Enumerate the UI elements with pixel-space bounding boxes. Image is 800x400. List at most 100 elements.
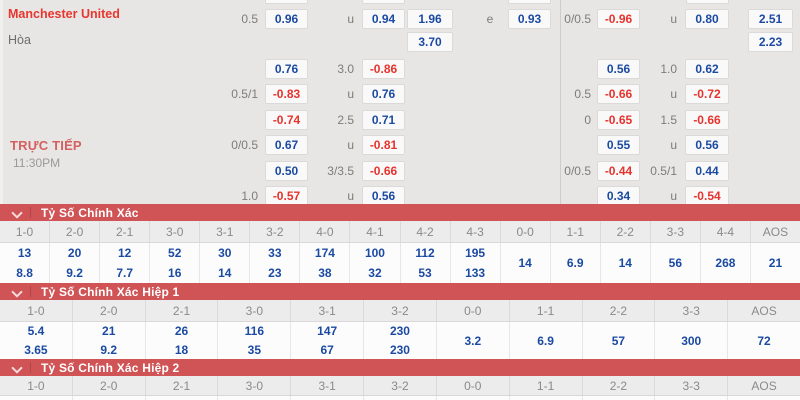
score-column-header: 1-0	[15, 224, 34, 239]
score-odds-cell[interactable]: 23	[268, 266, 282, 280]
odds-box-partial	[508, 0, 551, 4]
odds-box[interactable]: -0.72	[685, 84, 729, 104]
odds-box[interactable]: 0.71	[362, 110, 405, 130]
odds-box[interactable]: 0.55	[597, 135, 640, 155]
score-odds-cell[interactable]: 3.2	[464, 333, 482, 348]
odds-box[interactable]: 3.70	[407, 32, 453, 52]
score-column: 72	[727, 322, 800, 359]
score-column: 56	[649, 243, 700, 283]
odds-box[interactable]: -0.74	[265, 110, 308, 130]
score-odds-cell[interactable]: 7.7	[116, 266, 133, 280]
score-odds-cell[interactable]: 3.65	[24, 342, 48, 357]
score-body-row	[0, 396, 800, 400]
score-odds-cell[interactable]: 21	[768, 256, 783, 270]
odds-box[interactable]: 1.96	[407, 9, 453, 29]
score-odds-cell[interactable]: 230	[389, 324, 410, 339]
score-odds-cell[interactable]: 21	[102, 324, 116, 339]
score-odds-cell[interactable]: 133	[465, 266, 486, 280]
score-odds-cell[interactable]: 53	[418, 266, 432, 280]
odds-box[interactable]: 2.23	[748, 32, 793, 52]
score-column-header: 0-0	[435, 376, 509, 395]
score-odds-cell[interactable]: 33	[268, 246, 282, 260]
score-odds-cell[interactable]: 5.4	[27, 324, 45, 339]
odds-box[interactable]: 0.67	[265, 135, 308, 155]
odds-box[interactable]: -0.81	[362, 135, 405, 155]
score-odds-cell[interactable]: 9.2	[100, 342, 118, 357]
chevron-down-icon[interactable]	[0, 283, 30, 300]
odds-box[interactable]: -0.66	[597, 84, 640, 104]
odds-box[interactable]: 2.51	[748, 9, 793, 29]
score-odds-cell[interactable]: 56	[668, 256, 683, 270]
odds-handicap-label: u	[670, 12, 677, 26]
score-odds-cell[interactable]: 52	[168, 246, 182, 260]
odds-box[interactable]: -0.96	[597, 9, 640, 29]
score-odds-cell[interactable]: 268	[715, 256, 736, 270]
section-title: Tỷ Số Chính Xác Hiệp 1	[41, 284, 180, 299]
score-odds-cell[interactable]: 18	[174, 342, 189, 357]
score-odds-cell[interactable]: 67	[320, 342, 334, 357]
odds-box[interactable]: -0.44	[597, 161, 640, 181]
score-odds-cell[interactable]: 72	[757, 333, 771, 348]
odds-box[interactable]: 0.80	[685, 9, 729, 29]
odds-box[interactable]: 0.96	[265, 9, 308, 29]
score-column: 100 32	[349, 243, 399, 283]
score-odds-cell[interactable]: 230	[389, 342, 410, 357]
score-odds-cell[interactable]: 12	[117, 246, 132, 260]
score-column: 174 38	[299, 243, 349, 283]
score-odds-cell[interactable]: 14	[218, 266, 232, 280]
odds-box[interactable]: 0.62	[685, 59, 729, 79]
odds-handicap-label: 0.5	[574, 87, 591, 101]
score-odds-cell[interactable]: 300	[681, 333, 702, 348]
score-odds-cell[interactable]: 57	[611, 333, 626, 348]
score-column-header: 1-0	[27, 378, 45, 393]
odds-box[interactable]: -0.83	[265, 84, 308, 104]
odds-box[interactable]: -0.65	[597, 110, 640, 130]
score-odds-cell[interactable]: 20	[67, 246, 82, 260]
score-odds-cell[interactable]: 6.9	[537, 333, 554, 348]
odds-box[interactable]: -0.54	[685, 186, 729, 206]
score-odds-cell[interactable]: 9.2	[66, 266, 83, 280]
score-odds-cell[interactable]: 195	[465, 246, 486, 260]
score-odds-cell[interactable]: 13	[17, 246, 32, 260]
score-column-header: AOS	[727, 300, 800, 321]
score-odds-cell[interactable]: 174	[314, 246, 335, 260]
score-odds-cell[interactable]: 14	[518, 256, 532, 270]
score-odds-cell[interactable]: 16	[168, 266, 182, 280]
chevron-down-icon[interactable]	[0, 204, 30, 221]
odds-box[interactable]: 0.94	[362, 9, 405, 29]
odds-box-partial	[686, 0, 729, 4]
odds-handicap-label: u	[670, 87, 677, 101]
odds-box[interactable]: -0.66	[685, 110, 729, 130]
odds-box[interactable]: 0.93	[508, 9, 551, 29]
odds-box[interactable]: 0.56	[597, 59, 640, 79]
odds-box[interactable]: -0.86	[362, 59, 405, 79]
score-odds-cell[interactable]: 35	[247, 342, 262, 357]
odds-box[interactable]: 0.76	[362, 84, 405, 104]
odds-box[interactable]: 0.76	[265, 59, 308, 79]
chevron-down-icon[interactable]	[0, 359, 30, 376]
odds-box[interactable]: -0.66	[362, 161, 405, 181]
score-odds-cell[interactable]: 32	[368, 266, 382, 280]
score-odds-cell[interactable]: 100	[364, 246, 385, 260]
score-odds-cell[interactable]: 112	[415, 246, 435, 260]
odds-box[interactable]: 0.56	[685, 135, 729, 155]
kickoff-time: 11:30PM	[13, 156, 61, 170]
score-odds-cell[interactable]: 38	[318, 266, 332, 280]
score-column-header: 1-1	[549, 221, 600, 242]
home-team-name: Manchester United	[8, 7, 120, 21]
score-odds-cell[interactable]: 147	[317, 324, 338, 339]
score-odds-cell[interactable]: 6.9	[566, 256, 584, 270]
score-column	[0, 396, 72, 400]
odds-box[interactable]: 0.44	[685, 161, 729, 181]
odds-box[interactable]: 0.50	[265, 161, 308, 181]
odds-box[interactable]: 0.34	[597, 186, 640, 206]
score-odds-cell[interactable]: 116	[244, 324, 265, 339]
score-column	[290, 396, 363, 400]
score-odds-cell[interactable]: 30	[218, 246, 232, 260]
odds-box[interactable]: -0.57	[265, 186, 308, 206]
score-odds-cell[interactable]: 26	[174, 324, 189, 339]
bar-divider	[30, 362, 31, 373]
score-odds-cell[interactable]: 8.8	[16, 266, 33, 280]
odds-box[interactable]: 0.56	[362, 186, 405, 206]
score-odds-cell[interactable]: 14	[618, 256, 632, 270]
